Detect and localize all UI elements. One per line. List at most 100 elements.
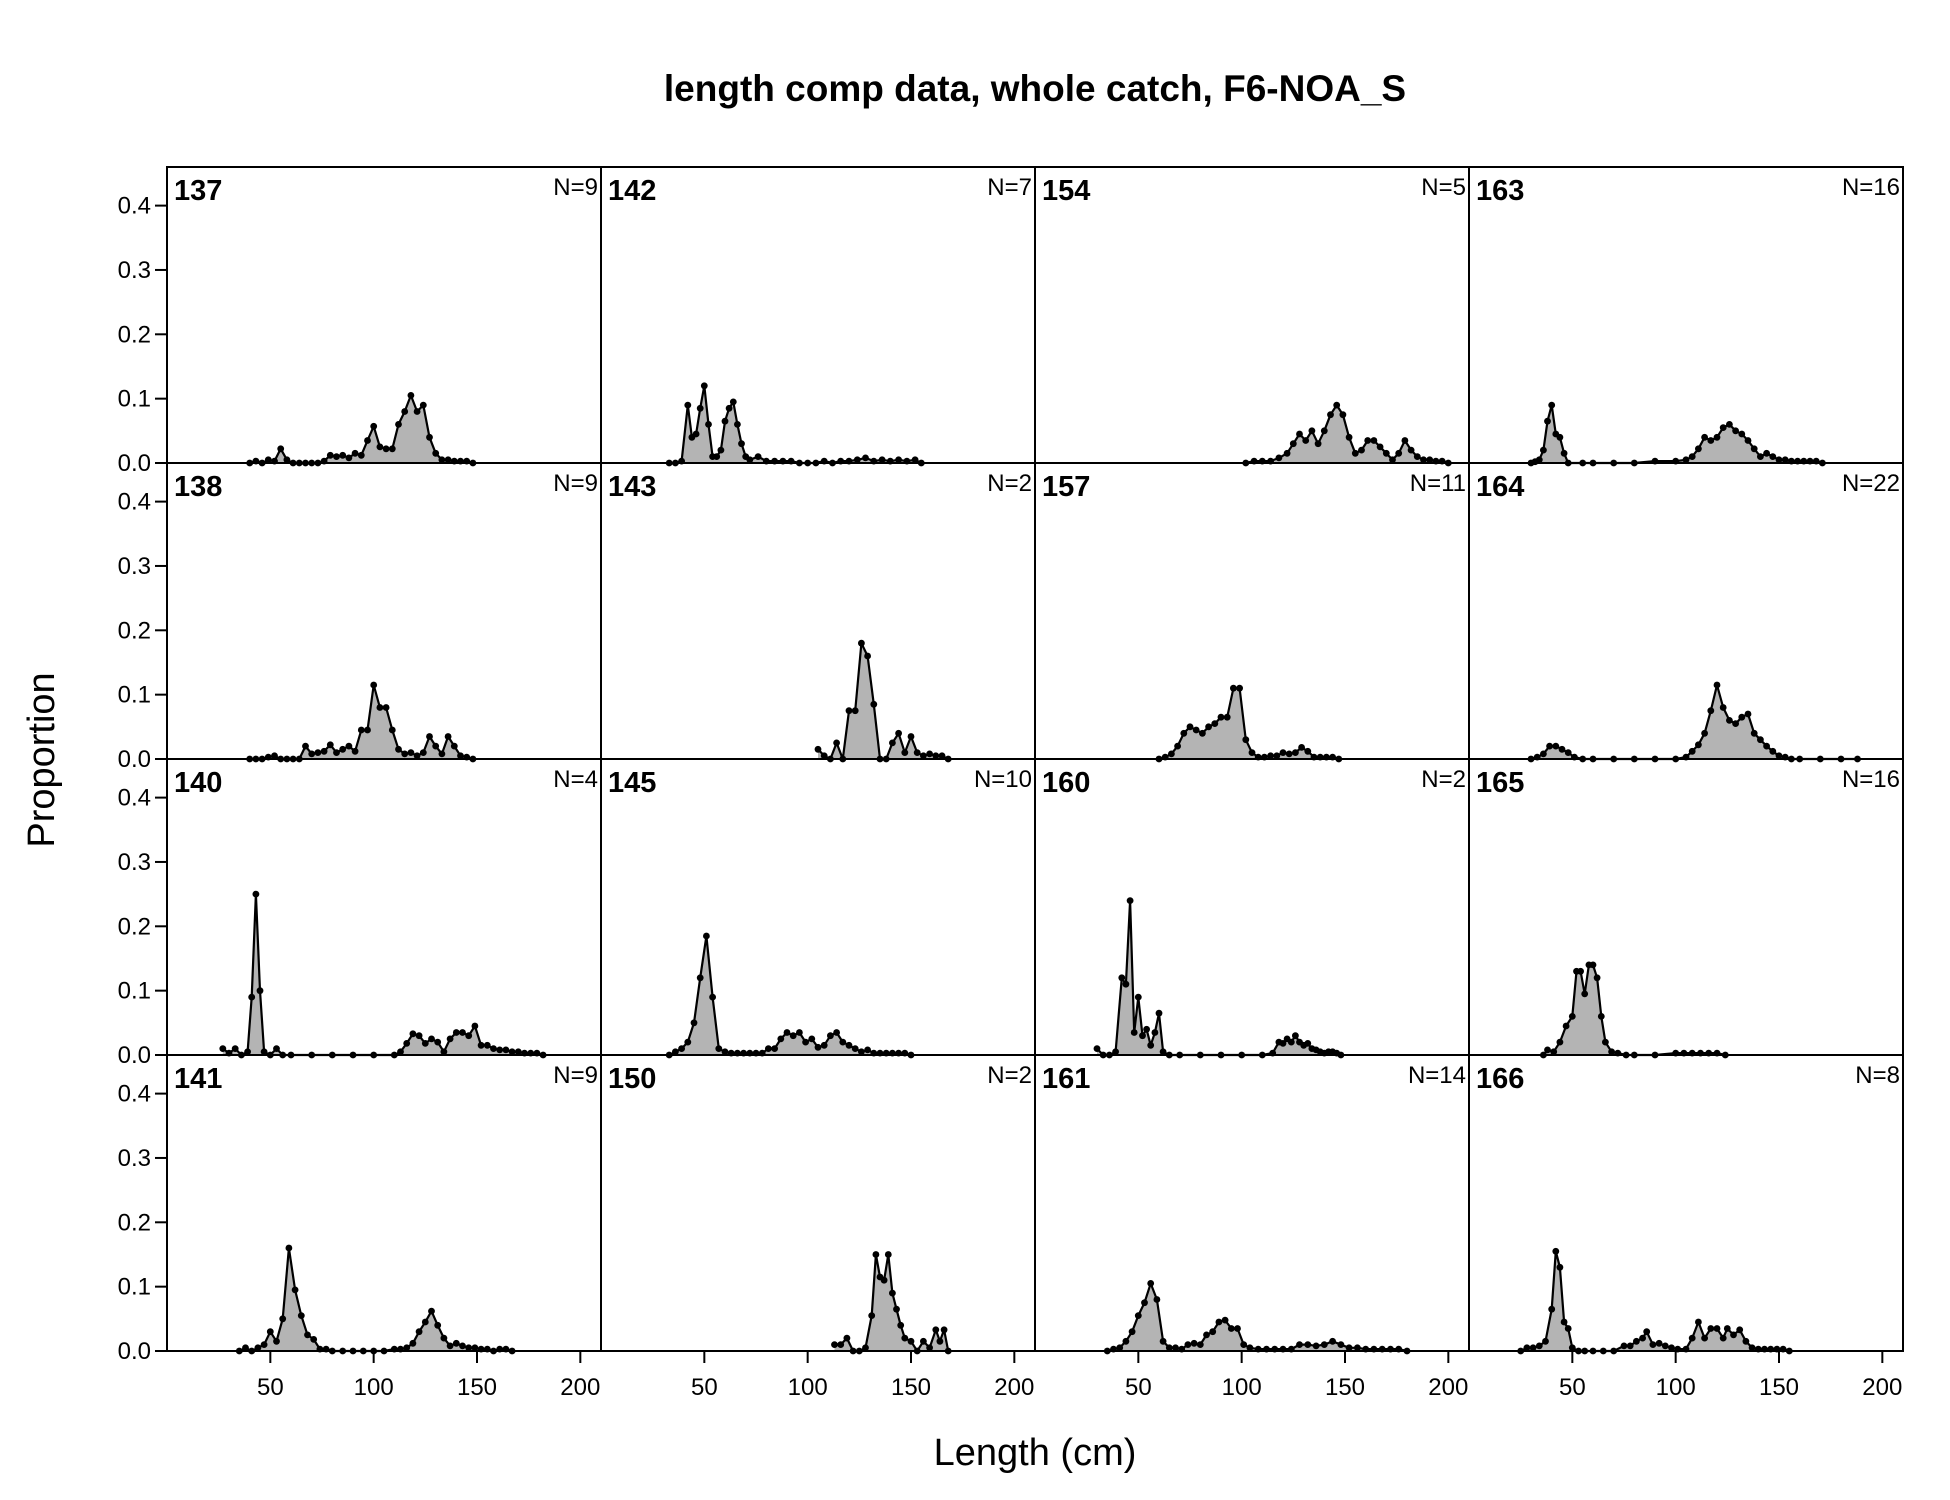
- data-point: [1701, 433, 1708, 441]
- panel-id-label: 145: [608, 767, 656, 799]
- data-point: [913, 749, 921, 756]
- data-point: [1196, 1341, 1204, 1348]
- data-point: [1558, 745, 1566, 753]
- data-point: [1763, 449, 1770, 457]
- panel-141: 141 N=9 0.0 0.1 0.2 0.3 0.4 50 100 150 200: [118, 1054, 602, 1401]
- panel-id-label: 143: [608, 471, 656, 503]
- data-point: [1184, 1341, 1192, 1348]
- data-point: [734, 421, 741, 428]
- data-point: [471, 1344, 479, 1352]
- data-point: [1769, 747, 1777, 755]
- data-point: [1190, 1339, 1198, 1347]
- data-point: [444, 733, 452, 740]
- data-point: [1215, 1318, 1223, 1326]
- data-point: [248, 993, 256, 1001]
- data-point: [1358, 446, 1365, 454]
- data-point: [1192, 726, 1200, 734]
- data-point: [880, 1276, 888, 1284]
- data-point: [1713, 1325, 1721, 1332]
- data-point: [357, 451, 365, 459]
- data-point: [459, 1342, 466, 1350]
- data-point: [820, 1041, 828, 1049]
- x-tick-label: 200: [1862, 1374, 1902, 1401]
- data-point: [477, 1041, 485, 1049]
- data-point: [709, 993, 716, 1001]
- y-tick-label: 0.1: [118, 386, 151, 413]
- data-point: [692, 430, 700, 438]
- data-point: [252, 890, 260, 898]
- data-point: [1174, 742, 1181, 750]
- y-tick-label: 0.3: [118, 849, 151, 876]
- data-point: [1279, 749, 1287, 756]
- data-point: [459, 1029, 466, 1036]
- data-point: [1339, 411, 1347, 419]
- data-point: [1719, 704, 1727, 711]
- data-point: [1248, 749, 1256, 756]
- data-point: [893, 1305, 900, 1313]
- data-point: [1562, 1022, 1570, 1030]
- data-point: [285, 1244, 293, 1252]
- x-tick-label: 150: [457, 1374, 497, 1401]
- panel-164: 164 N=22: [1468, 462, 1904, 763]
- panel-frame: [166, 1054, 602, 1352]
- data-point: [845, 707, 853, 715]
- data-point: [1147, 1280, 1155, 1287]
- data-point: [907, 1337, 915, 1345]
- data-point: [851, 1045, 859, 1052]
- data-point: [1750, 729, 1758, 737]
- data-point: [765, 1045, 772, 1052]
- data-point: [907, 733, 915, 740]
- data-point: [1552, 1247, 1560, 1255]
- data-point: [401, 408, 409, 415]
- panel-n-label: N=11: [1410, 470, 1466, 497]
- data-point: [1701, 1334, 1708, 1342]
- panel-area: [1159, 688, 1339, 759]
- data-point: [1750, 445, 1758, 453]
- data-point: [457, 752, 464, 760]
- data-point: [1203, 1331, 1210, 1339]
- data-point: [789, 1032, 797, 1040]
- panel-n-label: N=9: [553, 1062, 598, 1089]
- data-point: [376, 704, 384, 711]
- panel-id-label: 150: [608, 1063, 656, 1095]
- data-point: [413, 752, 421, 760]
- data-point: [1289, 440, 1297, 448]
- data-point: [729, 398, 737, 406]
- data-point: [1589, 961, 1597, 969]
- panel-line: [669, 384, 922, 465]
- data-point: [1354, 1344, 1361, 1352]
- x-tick-label: 100: [1656, 1374, 1696, 1401]
- data-point: [421, 1040, 429, 1047]
- y-tick-label: 0.2: [118, 617, 151, 644]
- data-point: [1540, 750, 1547, 758]
- data-point: [1279, 1040, 1287, 1047]
- data-point: [1719, 424, 1727, 431]
- panel-n-label: N=22: [1842, 470, 1900, 497]
- data-point: [1529, 1344, 1537, 1352]
- data-point: [920, 1337, 927, 1345]
- panel-n-label: N=2: [1421, 766, 1466, 793]
- data-point: [413, 408, 421, 415]
- x-tick-label: 200: [560, 1374, 600, 1401]
- data-point: [932, 752, 940, 760]
- y-tick-label: 0.2: [118, 321, 151, 348]
- data-point: [1389, 456, 1396, 464]
- data-point: [419, 401, 427, 409]
- panel-frame: [1468, 758, 1904, 1056]
- data-point: [314, 749, 322, 756]
- data-point: [884, 1251, 892, 1258]
- data-point: [1230, 684, 1237, 692]
- y-tick-label: 0.2: [118, 1209, 151, 1236]
- data-point: [364, 437, 371, 444]
- data-point: [827, 1032, 834, 1040]
- data-point: [814, 1043, 822, 1051]
- data-point: [514, 1048, 522, 1056]
- data-point: [1701, 729, 1708, 737]
- data-point: [1707, 437, 1715, 444]
- panel-area: [834, 1254, 949, 1351]
- panel-line: [222, 892, 544, 1057]
- panel-area: [222, 894, 544, 1055]
- data-point: [1227, 1325, 1235, 1332]
- data-point: [382, 704, 390, 711]
- data-point: [705, 421, 712, 428]
